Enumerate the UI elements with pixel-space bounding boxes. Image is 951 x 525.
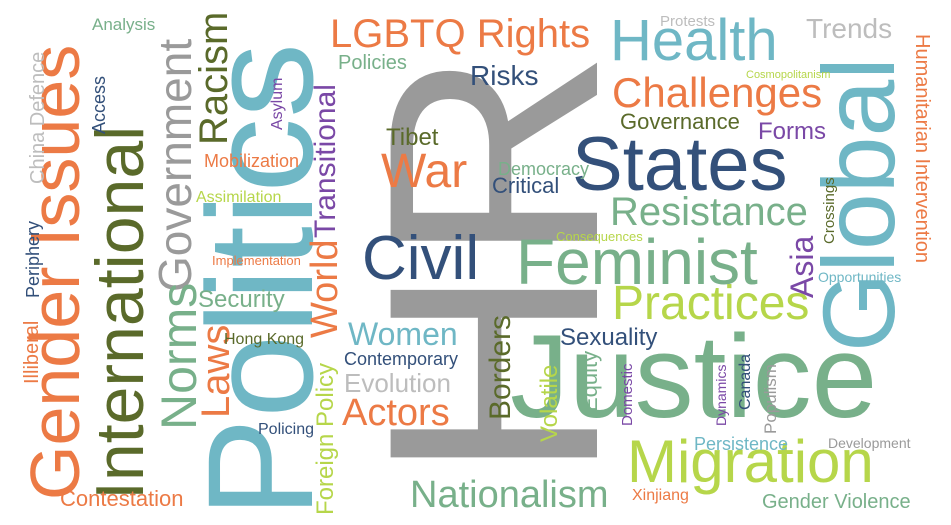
word-populism: Populism (761, 364, 780, 434)
word-china-defence: China Defence (27, 51, 49, 184)
word-persistence: Persistence (694, 434, 789, 454)
word-migration: Migration (627, 428, 874, 495)
word-mobilization: Mobilization (204, 151, 300, 171)
word-security: Security (198, 286, 285, 313)
word-resistance: Resistance (610, 190, 808, 234)
word-challenges: Challenges (612, 69, 823, 116)
word-illiberal: Illiberal (21, 320, 43, 384)
word-periphery: Periphery (23, 220, 43, 298)
word-xinjiang: Xinjiang (632, 487, 689, 504)
word-dynamics: Dynamics (713, 364, 729, 426)
word-analysis: Analysis (92, 15, 156, 34)
word-practices: Practices (612, 277, 810, 330)
word-cosmopolitanism: Cosmopolitanism (746, 69, 831, 81)
word-racism: Racism (192, 11, 236, 145)
word-contestation: Contestation (60, 486, 184, 511)
word-access: Access (89, 75, 109, 134)
word-justice: Justice (510, 311, 878, 443)
word-feminist: Feminist (516, 226, 758, 298)
word-transitional: Transitional (309, 84, 342, 238)
word-opportunities: Opportunities (818, 269, 902, 285)
word-lgbtq-rights: LGBTQ Rights (330, 12, 591, 56)
word-canada: Canada (737, 353, 754, 410)
word-humanitarian-intervention: Humanitarian Intervention (911, 34, 933, 264)
word-actors: Actors (342, 392, 450, 434)
word-equity: Equity (577, 350, 602, 412)
word-gender-violence: Gender Violence (762, 491, 911, 513)
word-policing: Policing (258, 421, 315, 438)
word-hong-kong: Hong Kong (224, 331, 305, 348)
word-sexuality: Sexuality (560, 324, 658, 351)
word-borders: Borders (484, 314, 517, 420)
word-civil: Civil (362, 224, 480, 293)
word-tibet: Tibet (386, 124, 439, 151)
word-states: States (572, 122, 788, 207)
word-contemporary: Contemporary (344, 349, 459, 369)
word-nationalism: Nationalism (410, 474, 609, 516)
word-international: International (82, 125, 158, 500)
word-forms: Forms (758, 118, 826, 145)
word-consequences: Consequences (556, 229, 643, 244)
word-governance: Governance (620, 109, 740, 134)
word-development: Development (828, 435, 911, 451)
word-foreign-policy: Foreign Policy (312, 362, 339, 515)
word-world: World (304, 239, 346, 338)
word-critical: Critical (492, 173, 560, 198)
word-assimilation: Assimilation (196, 189, 282, 206)
word-protests: Protests (660, 13, 716, 30)
word-implementation: Implementation (212, 253, 301, 268)
word-health: Health (610, 8, 778, 73)
word-trends: Trends (806, 13, 893, 44)
word-asia: Asia (784, 235, 820, 298)
word-war: War (381, 145, 468, 198)
word-crossings: Crossings (821, 177, 838, 244)
word-domestic: Domestic (619, 363, 636, 426)
word-risks: Risks (470, 60, 539, 91)
word-women: Women (348, 316, 458, 352)
word-volatile: Volatile (536, 364, 563, 442)
word-evolution: Evolution (344, 368, 451, 398)
word-policies: Policies (338, 52, 407, 74)
word-democracy: Democracy (498, 159, 590, 179)
word-asylum: Asylum (269, 77, 286, 130)
